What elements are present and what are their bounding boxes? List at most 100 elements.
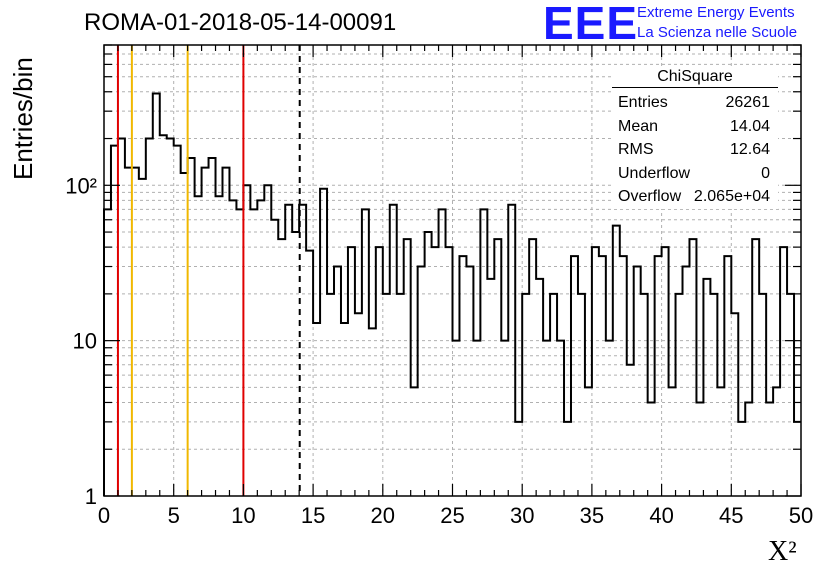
histogram-bin — [759, 294, 766, 496]
run-title: ROMA-01-2018-05-14-00091 — [84, 9, 397, 36]
stats-label: Entries — [618, 94, 668, 111]
histogram-bin — [480, 209, 487, 496]
histogram-bin — [627, 365, 634, 496]
histogram-bin — [724, 256, 731, 496]
histogram-bin — [703, 279, 710, 496]
histogram-bin — [390, 205, 397, 496]
histogram-bin — [620, 256, 627, 496]
eee-logo: EEE — [543, 0, 639, 49]
x-tick-label: 0 — [98, 503, 110, 528]
histogram-bin — [439, 209, 446, 496]
histogram-bin — [160, 135, 167, 496]
histogram-bin — [243, 185, 250, 496]
stats-label: RMS — [618, 141, 654, 158]
histogram-bin — [487, 279, 494, 496]
x-tick-label: 35 — [580, 503, 604, 528]
histogram-bin — [529, 239, 536, 496]
histogram-bin — [773, 387, 780, 496]
histogram-bin — [466, 267, 473, 496]
histogram-bin — [787, 294, 794, 496]
histogram-bin — [676, 294, 683, 496]
histogram-bin — [285, 205, 292, 496]
histogram-bin — [376, 247, 383, 496]
histogram-bin — [250, 209, 257, 496]
histogram-bin — [425, 232, 432, 496]
histogram-bin — [104, 209, 111, 496]
histogram-bin — [195, 196, 202, 496]
histogram-bin — [501, 341, 508, 496]
histogram-bin — [327, 294, 334, 496]
x-tick-label: 15 — [301, 503, 325, 528]
histogram-bin — [738, 422, 745, 496]
x-axis-title: X² — [768, 536, 797, 567]
histogram-bin — [515, 422, 522, 496]
stats-label: Underflow — [618, 164, 691, 182]
histogram-bin — [599, 256, 606, 496]
histogram-bin — [383, 294, 390, 496]
histogram-bin — [522, 294, 529, 496]
histogram-bin — [648, 402, 655, 496]
histogram-bin — [508, 205, 515, 496]
stats-row-mean: Mean 14.04 — [612, 115, 778, 139]
x-tick-label: 5 — [168, 503, 180, 528]
stats-title: ChiSquare — [612, 68, 778, 88]
histogram-bin — [557, 341, 564, 496]
histogram-bin — [655, 256, 662, 496]
histogram-bin — [146, 139, 153, 496]
y-axis-title: Entries/bin — [8, 57, 38, 180]
eee-tagline-line1: Extreme Energy Events — [637, 4, 795, 21]
histogram-bin — [710, 294, 717, 496]
stats-row-entries: Entries 26261 — [612, 91, 778, 115]
histogram-bin — [404, 239, 411, 496]
histogram-bin — [271, 220, 278, 496]
histogram-bin — [585, 387, 592, 496]
histogram-bin — [696, 402, 703, 496]
histogram-bin — [606, 341, 613, 496]
histogram-bin — [202, 168, 209, 496]
histogram-bin — [780, 247, 787, 496]
histogram-bin — [432, 247, 439, 496]
histogram-bin — [167, 139, 174, 496]
histogram-bin — [320, 189, 327, 496]
histogram-bin — [592, 247, 599, 496]
histogram-bin — [745, 402, 752, 496]
histogram-bin — [731, 313, 738, 496]
histogram-bin — [229, 200, 236, 496]
histogram-series — [103, 92, 801, 496]
y-tick-label: 10² — [65, 173, 97, 198]
histogram-bin — [153, 93, 160, 496]
x-tick-label: 25 — [440, 503, 464, 528]
stats-value: 2.065e+04 — [693, 188, 770, 205]
stats-value: 12.64 — [729, 141, 770, 158]
histogram-bin — [473, 341, 480, 496]
stats-row-underflow: Underflow 0 — [612, 162, 778, 186]
histogram-bin — [257, 200, 264, 496]
stats-label: Mean — [618, 117, 659, 135]
x-tick-label: 30 — [510, 503, 534, 528]
histogram-bin — [397, 294, 404, 496]
histogram-bin — [689, 239, 696, 496]
histogram-bin — [355, 313, 362, 496]
x-tick-label: 50 — [789, 503, 813, 528]
stats-value: 0 — [761, 164, 770, 182]
histogram-bin — [125, 168, 132, 496]
histogram-bin — [543, 341, 550, 496]
y-tick-label: 10 — [73, 329, 97, 354]
histogram-bin — [453, 341, 460, 496]
histogram-bin — [181, 173, 188, 496]
histogram-bin — [222, 168, 229, 496]
histogram-bin — [264, 185, 271, 496]
histogram-bin — [341, 323, 348, 496]
histogram-bin — [564, 422, 571, 496]
histogram-bin — [794, 422, 801, 496]
histogram-bin — [118, 139, 125, 496]
histogram-bin — [132, 168, 139, 496]
histogram-bin — [411, 387, 418, 496]
histogram-bin — [683, 267, 690, 496]
histogram-bin — [306, 251, 313, 496]
histogram-bin — [578, 294, 585, 496]
histogram-bin — [766, 402, 773, 496]
histogram-bin — [641, 294, 648, 496]
histogram-bin — [188, 158, 195, 496]
